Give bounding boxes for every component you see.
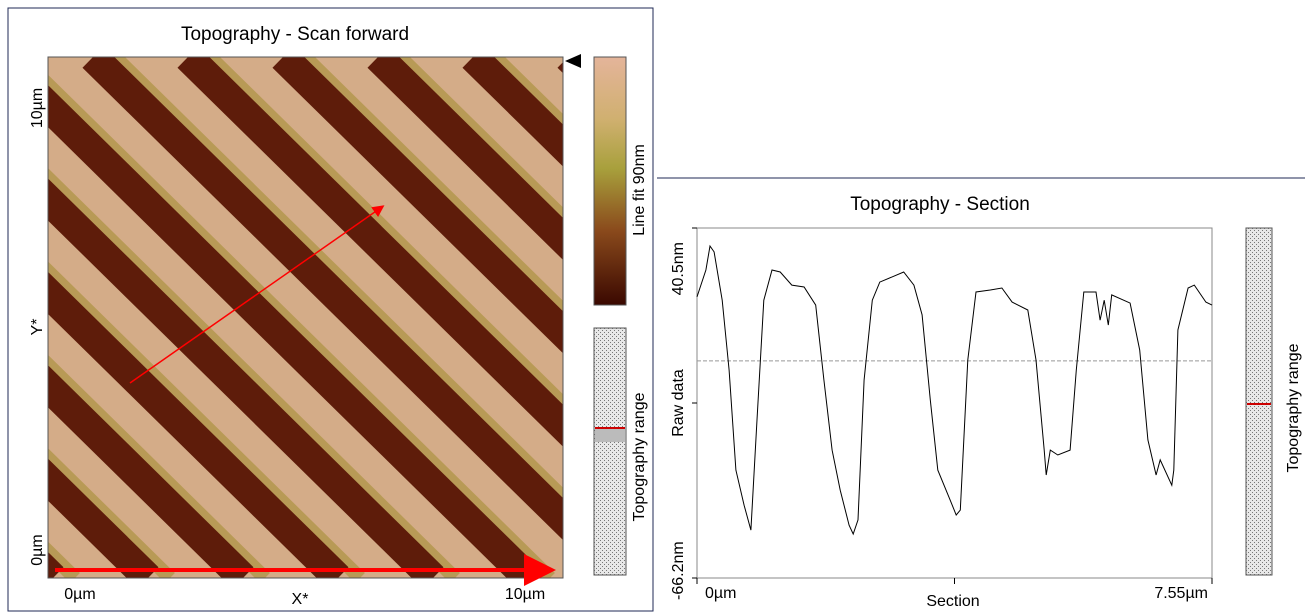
- stripe: [48, 271, 349, 578]
- stripe: [272, 57, 563, 354]
- stripe-halo: [395, 57, 563, 228]
- section-arrow: [129, 205, 385, 384]
- scan-marker: [565, 54, 581, 68]
- x-tick-label: 0µm: [705, 585, 736, 602]
- y-tick-label: 40.5nm: [670, 242, 687, 295]
- range-bar: [593, 327, 627, 576]
- panel-border: [7, 7, 654, 612]
- chart-title: Topography - Section: [850, 194, 1030, 215]
- y-start-label: 0µm: [29, 534, 46, 565]
- stripe: [48, 365, 254, 578]
- y-axis-label: Y*: [29, 319, 46, 336]
- topography-image: [48, 57, 1120, 578]
- stripe: [462, 57, 563, 167]
- plot-frame: [696, 227, 1213, 579]
- stripe-halo: [48, 74, 555, 578]
- stripe-halo: [110, 57, 563, 508]
- range-label: Topography range: [1285, 343, 1302, 472]
- stripe: [48, 85, 539, 578]
- stripe-halo: [48, 261, 365, 578]
- colorbar: [593, 56, 627, 306]
- x-end-label: 10µm: [505, 586, 545, 603]
- colorbar-label: Line fit 90nm: [631, 144, 648, 236]
- x-start-label: 0µm: [64, 586, 95, 603]
- stripe-halo: [205, 57, 563, 414]
- stripe: [367, 57, 563, 260]
- image-frame: [47, 56, 564, 579]
- y-end-label: 10µm: [29, 88, 46, 128]
- x-axis-label: Section: [926, 593, 979, 610]
- range-label: Topography range: [631, 392, 648, 521]
- y-axis-label: Raw data: [670, 369, 687, 437]
- x-axis-label: X*: [292, 591, 309, 608]
- stripe: [177, 57, 563, 447]
- image-title: Topography - Scan forward: [181, 24, 409, 45]
- stripe-halo: [300, 57, 563, 321]
- stripe-halo: [590, 57, 1120, 578]
- section-line: [696, 244, 1213, 536]
- stripe: [48, 178, 444, 578]
- stripe-halo: [48, 168, 460, 578]
- stripe-halo: [48, 448, 175, 578]
- stripe: [48, 458, 159, 578]
- x-tick-label: 7.55µm: [1154, 585, 1208, 602]
- y-tick-label: -66.2nm: [670, 541, 687, 600]
- stripe-halo: [48, 354, 270, 578]
- stripe: [82, 57, 563, 541]
- stripe-halo: [490, 57, 563, 134]
- range-bar: [1245, 227, 1273, 576]
- range-window: [595, 428, 625, 442]
